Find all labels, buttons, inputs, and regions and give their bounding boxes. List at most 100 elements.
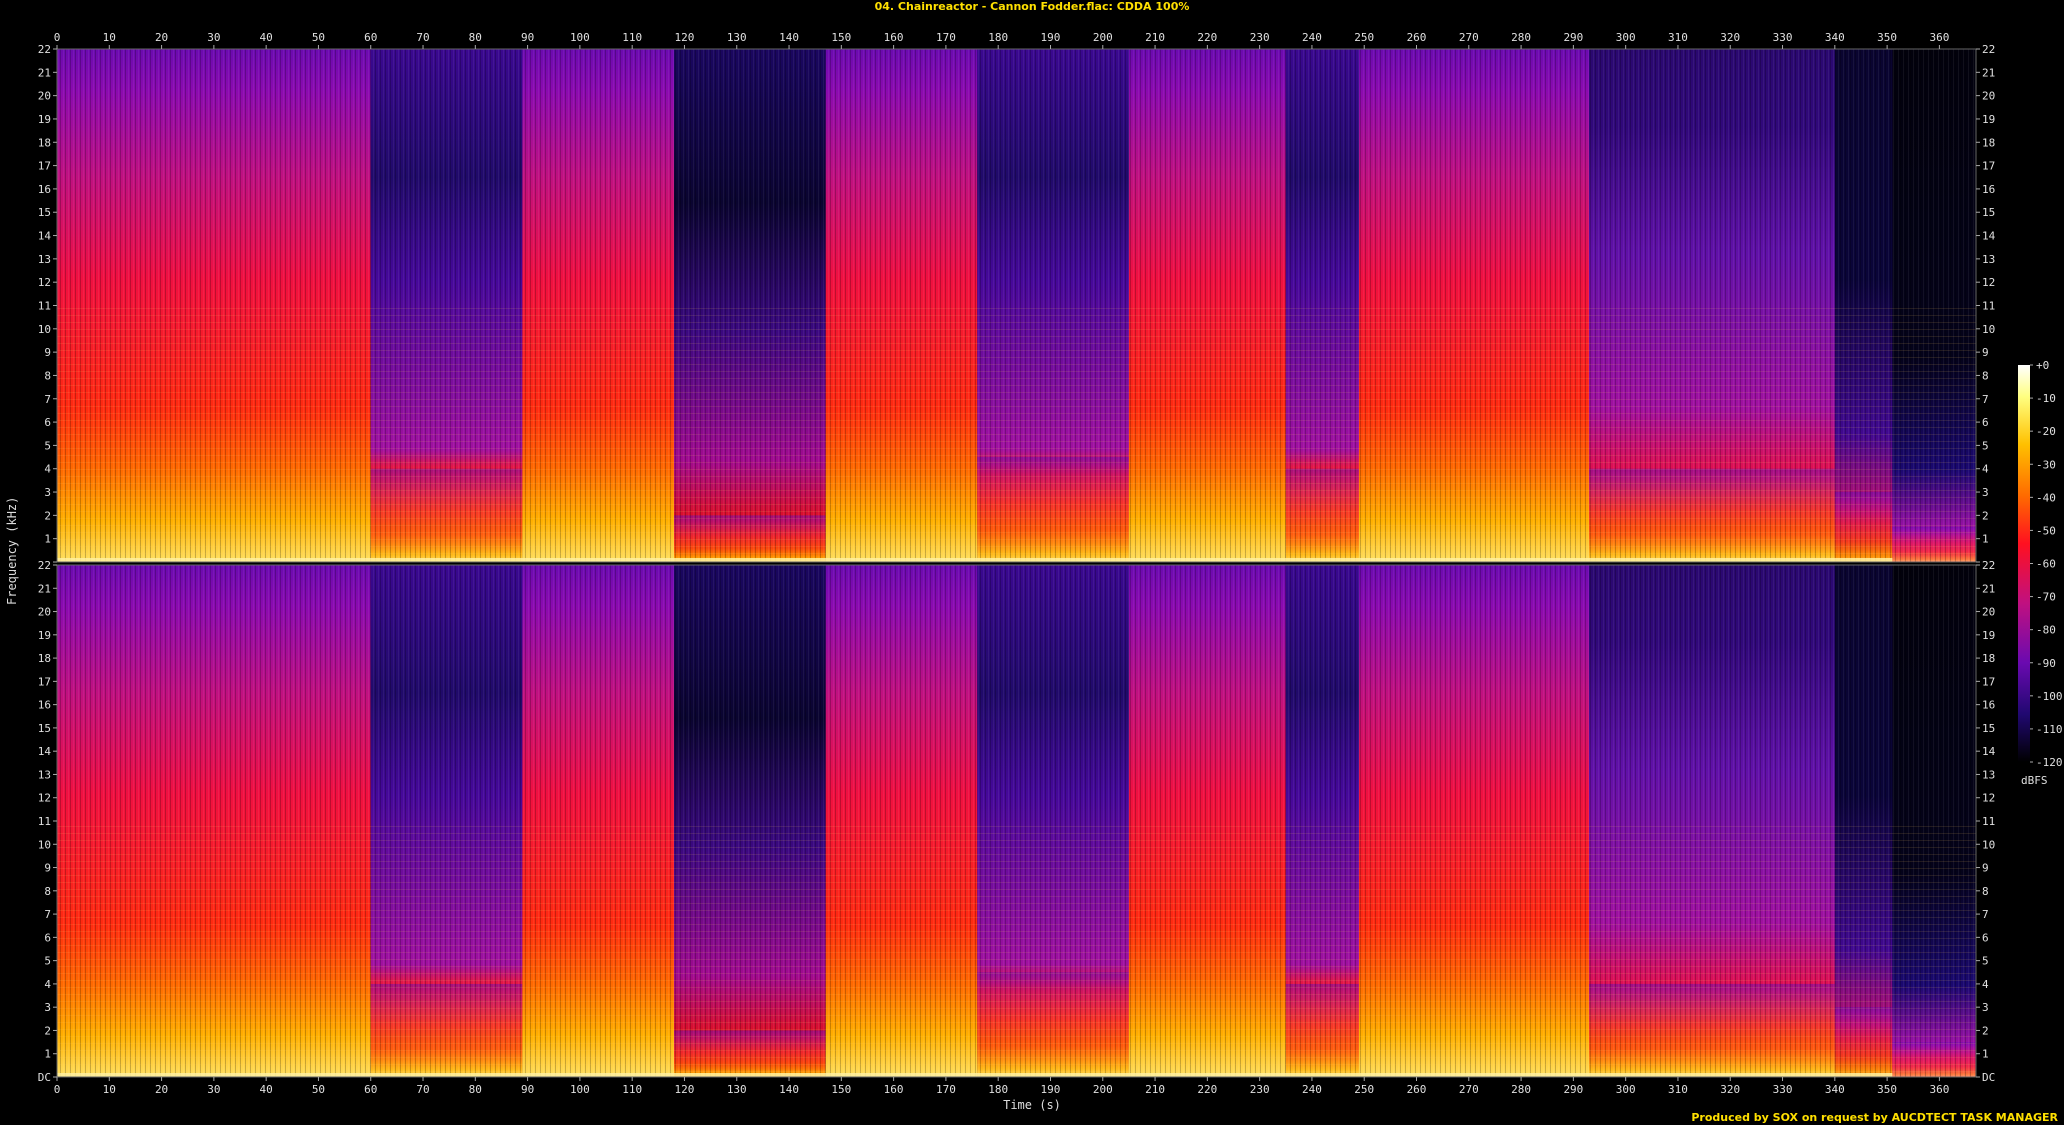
y-tick-label-left: DC: [38, 1071, 51, 1084]
x-tick-label-top: 0: [54, 31, 61, 44]
x-tick-label-bottom: 240: [1302, 1083, 1322, 1096]
x-tick-label-top: 300: [1616, 31, 1636, 44]
x-tick-label-bottom: 110: [622, 1083, 642, 1096]
y-tick-label-left: 9: [44, 862, 51, 875]
colorbar-tick-label: -30: [2036, 458, 2056, 471]
x-tick-label-top: 230: [1250, 31, 1270, 44]
x-tick-label-top: 50: [312, 31, 325, 44]
y-tick-label-right: 18: [1982, 652, 1995, 665]
x-tick-label-bottom: 190: [1041, 1083, 1061, 1096]
y-tick-label-left: 18: [38, 136, 51, 149]
x-tick-label-top: 60: [364, 31, 377, 44]
y-axis-label-wrap: Frequency (kHz): [4, 496, 26, 620]
y-tick-label-right: 19: [1982, 113, 1995, 126]
x-tick-label-top: 80: [469, 31, 482, 44]
colorbar-tick-label: -70: [2036, 591, 2056, 604]
y-tick-label-left: 9: [44, 346, 51, 359]
y-tick-label-left: 21: [38, 66, 51, 79]
y-tick-label-left: 7: [44, 908, 51, 921]
x-tick-label-top: 220: [1197, 31, 1217, 44]
x-tick-label-top: 360: [1929, 31, 1949, 44]
credit-text: Produced by SOX on request by AUCDTECT T…: [1691, 1111, 2058, 1124]
x-tick-label-bottom: 170: [936, 1083, 956, 1096]
y-tick-label-left: 10: [38, 838, 51, 851]
x-tick-label-bottom: 0: [54, 1083, 61, 1096]
x-tick-label-bottom: 80: [469, 1083, 482, 1096]
x-tick-label-top: 280: [1511, 31, 1531, 44]
y-tick-label-right: 17: [1982, 160, 1995, 173]
x-tick-label-bottom: 140: [779, 1083, 799, 1096]
y-tick-label-right: 18: [1982, 136, 1995, 149]
y-tick-label-left: 6: [44, 416, 51, 429]
x-tick-label-top: 260: [1407, 31, 1427, 44]
x-tick-label-bottom: 280: [1511, 1083, 1531, 1096]
y-tick-label-left: 8: [44, 369, 51, 382]
x-tick-label-bottom: 130: [727, 1083, 747, 1096]
y-tick-label-left: 19: [38, 113, 51, 126]
y-tick-label-left: 17: [38, 675, 51, 688]
y-tick-label-right: 20: [1982, 606, 1995, 619]
x-tick-label-top: 30: [207, 31, 220, 44]
y-tick-label-right: 7: [1982, 908, 1989, 921]
y-tick-label-left: 15: [38, 722, 51, 735]
x-tick-label-bottom: 340: [1825, 1083, 1845, 1096]
y-tick-label-left: 18: [38, 652, 51, 665]
y-tick-label-left: 1: [44, 533, 51, 546]
colorbar-tick-label: -90: [2036, 657, 2056, 670]
x-tick-label-bottom: 10: [103, 1083, 116, 1096]
y-tick-label-right: 4: [1982, 463, 1989, 476]
colorbar-tick-label: -80: [2036, 624, 2056, 637]
x-tick-label-bottom: 320: [1720, 1083, 1740, 1096]
y-tick-label-left: 22: [38, 43, 51, 56]
y-tick-label-right: 10: [1982, 838, 1995, 851]
y-tick-label-right: 1: [1982, 1048, 1989, 1061]
y-tick-label-left: 13: [38, 768, 51, 781]
x-tick-label-bottom: 40: [260, 1083, 273, 1096]
x-tick-label-top: 240: [1302, 31, 1322, 44]
y-tick-label-left: 22: [38, 559, 51, 572]
x-tick-label-bottom: 350: [1877, 1083, 1897, 1096]
y-tick-label-left: 6: [44, 931, 51, 944]
y-tick-label-right: DC: [1982, 1071, 1995, 1084]
dc-line: [57, 558, 1893, 562]
x-tick-label-top: 290: [1563, 31, 1583, 44]
y-tick-label-left: 3: [44, 486, 51, 499]
y-tick-label-left: 13: [38, 253, 51, 266]
y-tick-label-left: 4: [44, 978, 51, 991]
y-tick-label-left: 15: [38, 206, 51, 219]
colorbar-label: dBFS: [2021, 774, 2048, 787]
x-tick-label-top: 150: [831, 31, 851, 44]
x-tick-label-top: 120: [675, 31, 695, 44]
x-tick-label-top: 200: [1093, 31, 1113, 44]
x-tick-label-bottom: 160: [884, 1083, 904, 1096]
y-tick-label-right: 11: [1982, 300, 1995, 313]
y-tick-label-left: 10: [38, 323, 51, 336]
y-tick-label-right: 11: [1982, 815, 1995, 828]
x-tick-label-top: 210: [1145, 31, 1165, 44]
y-tick-label-left: 2: [44, 509, 51, 522]
y-tick-label-left: 14: [38, 230, 52, 243]
x-tick-label-bottom: 210: [1145, 1083, 1165, 1096]
x-tick-label-bottom: 50: [312, 1083, 325, 1096]
y-axis-label: Frequency (kHz): [5, 496, 19, 605]
x-tick-label-bottom: 220: [1197, 1083, 1217, 1096]
x-tick-label-bottom: 60: [364, 1083, 377, 1096]
y-tick-label-right: 14: [1982, 230, 1996, 243]
x-tick-label-top: 320: [1720, 31, 1740, 44]
colorbar-tick-label: -60: [2036, 558, 2056, 571]
x-tick-label-top: 250: [1354, 31, 1374, 44]
x-tick-label-top: 10: [103, 31, 116, 44]
x-tick-label-top: 100: [570, 31, 590, 44]
y-tick-label-right: 4: [1982, 978, 1989, 991]
y-tick-label-right: 2: [1982, 509, 1989, 522]
x-tick-label-top: 70: [416, 31, 429, 44]
x-tick-label-top: 110: [622, 31, 642, 44]
y-tick-label-right: 16: [1982, 183, 1995, 196]
y-tick-label-right: 16: [1982, 699, 1995, 712]
colorbar-tick-label: -40: [2036, 491, 2056, 504]
y-tick-label-right: 6: [1982, 416, 1989, 429]
y-tick-label-right: 13: [1982, 768, 1995, 781]
y-tick-label-right: 21: [1982, 582, 1995, 595]
x-tick-label-bottom: 260: [1407, 1083, 1427, 1096]
